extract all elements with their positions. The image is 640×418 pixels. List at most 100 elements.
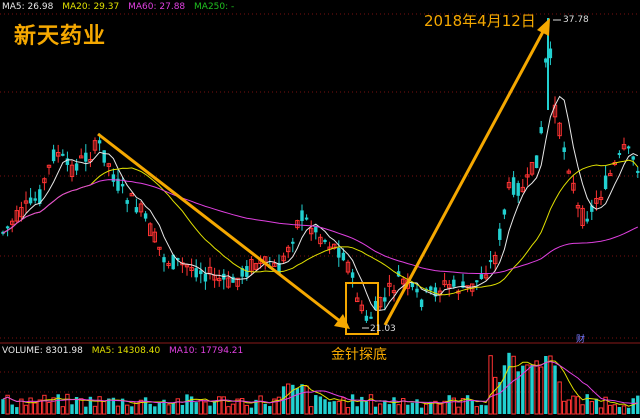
candle-body-up — [69, 164, 75, 178]
volume-label: VOLUME: 8301.98 — [2, 346, 83, 356]
volume-bar — [539, 366, 544, 415]
volume-bar — [566, 399, 571, 415]
volume-bar — [28, 397, 33, 415]
candle-body-down — [231, 276, 235, 283]
candle-body-down — [341, 252, 346, 261]
volume-bar — [5, 394, 10, 415]
volume-bar — [291, 384, 295, 414]
volume-bar — [189, 396, 194, 414]
volume-bar — [254, 399, 258, 414]
volume-bar — [208, 405, 212, 414]
candle-body-up — [529, 161, 535, 175]
candle-body-down — [479, 274, 484, 280]
volume-bar — [470, 400, 474, 414]
volume-bar — [240, 398, 245, 415]
candle-body-up — [580, 207, 585, 226]
volume-bar — [383, 400, 387, 414]
volume-bar — [594, 398, 599, 414]
volume-bar — [406, 404, 410, 414]
volume-bar — [88, 396, 93, 414]
candle-body-down — [631, 156, 635, 160]
candle-body-up — [157, 246, 162, 250]
volume-bar — [37, 399, 42, 415]
volume-bar — [304, 385, 309, 415]
volume-bar — [56, 394, 60, 414]
volume-bar — [360, 396, 364, 414]
candle-body-down — [452, 279, 456, 287]
volume-bar — [364, 401, 369, 414]
candle-body-up — [355, 297, 360, 303]
candle-body-up — [92, 140, 98, 151]
volume-bar — [120, 398, 125, 414]
volume-bar — [268, 406, 272, 414]
ma60-label: MA60: 27.88 — [128, 2, 186, 12]
volume-ma10-label: MA10: 17794.21 — [169, 346, 244, 356]
uptrend-arrowhead — [537, 18, 550, 36]
candle-body-up — [318, 236, 323, 245]
volume-bar — [507, 352, 511, 414]
volume-bar — [42, 394, 47, 415]
candle-body-down — [544, 58, 548, 63]
candle-body-down — [498, 228, 502, 240]
candle-body-up — [19, 206, 24, 218]
candle-body-down — [314, 226, 318, 233]
finance-badge[interactable]: 财 — [576, 335, 586, 345]
candle-body-up — [23, 200, 29, 204]
volume-bar — [309, 406, 314, 415]
volume-ma10-line — [2, 361, 638, 405]
volume-bar — [92, 405, 98, 415]
candle-body-up — [309, 227, 314, 235]
uptrend-arrow-line — [383, 27, 547, 326]
candle-body-down — [162, 257, 166, 263]
volume-bar — [521, 365, 525, 414]
volume-bar — [125, 404, 130, 415]
volume-bar — [60, 406, 65, 415]
candle-body-down — [38, 189, 42, 204]
volume-bar — [598, 407, 604, 415]
volume-bar — [424, 403, 429, 415]
volume-bar — [143, 397, 148, 414]
candle-body-up — [345, 261, 351, 273]
candle-body-down — [194, 268, 198, 278]
candle-body-up — [272, 262, 277, 267]
volume-bar — [530, 364, 534, 414]
low-price-label: 21.03 — [370, 324, 396, 334]
volume-bar — [534, 360, 539, 415]
candle-body-up — [598, 196, 604, 200]
candle-body-down — [97, 140, 102, 144]
volume-bar — [419, 407, 424, 414]
candle-body-up — [106, 163, 111, 167]
candle-body-down — [111, 174, 116, 182]
candle-body-down — [28, 197, 33, 204]
volume-bar — [488, 355, 493, 415]
candle-body-up — [42, 178, 47, 184]
candle-body-down — [429, 286, 433, 291]
candle-body-down — [65, 158, 70, 165]
ma20-label: MA20: 29.37 — [62, 2, 120, 12]
volume-bar — [373, 406, 378, 414]
candle-body-up — [566, 170, 571, 174]
candle-body-up — [281, 255, 286, 262]
volume-bar — [157, 402, 162, 414]
volume-bar — [553, 365, 557, 414]
volume-bar — [575, 396, 581, 415]
volume-bar — [465, 395, 470, 414]
candle-body-down — [410, 282, 415, 288]
volume-bar — [221, 396, 227, 415]
candle-body-down — [369, 316, 373, 319]
volume-bar — [474, 406, 480, 415]
volume-bar — [198, 399, 204, 415]
candle-body-down — [323, 240, 327, 243]
volume-bar — [387, 404, 392, 414]
volume-bar — [51, 397, 56, 415]
volume-bar — [23, 404, 29, 415]
candle-body-down — [84, 152, 88, 162]
volume-bar — [603, 396, 608, 415]
volume-bar — [392, 397, 396, 414]
candle-body-down — [240, 268, 244, 277]
volume-bar — [585, 394, 589, 414]
candle-body-down — [337, 247, 341, 258]
volume-bar — [484, 405, 488, 414]
